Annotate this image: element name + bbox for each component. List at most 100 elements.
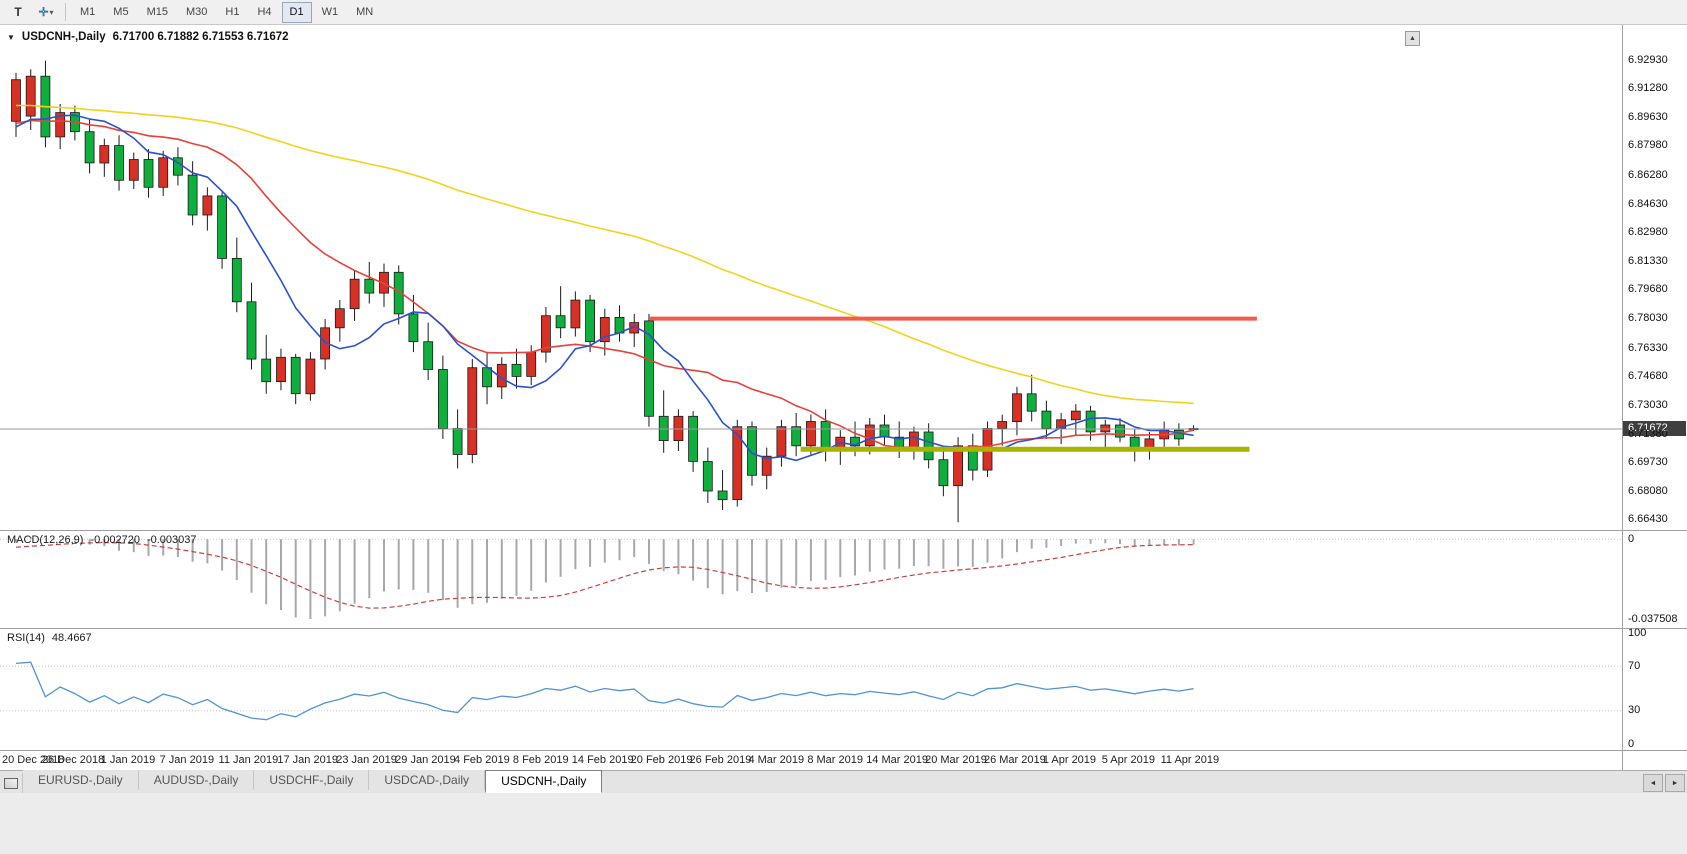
time-axis-label: 11 Jan 2019 — [218, 754, 279, 766]
price-axis-label: 6.89630 — [1628, 110, 1668, 123]
candlestick-canvas[interactable] — [0, 25, 1622, 530]
panel-separator[interactable] — [0, 628, 1687, 629]
price-axis-label: 6.87980 — [1628, 139, 1668, 152]
price-axis-label: 6.69730 — [1628, 456, 1668, 469]
rsi-axis-label: 70 — [1628, 659, 1641, 672]
time-axis-label: 29 Jan 2019 — [395, 754, 456, 766]
chart-window-background — [0, 25, 1687, 770]
time-axis-label: 8 Mar 2019 — [807, 754, 863, 766]
time-axis-label: 4 Mar 2019 — [748, 754, 805, 766]
rsi-axis-label: 100 — [1628, 626, 1647, 639]
timeframe-mn-button[interactable]: MN — [356, 6, 374, 18]
panel-separator — [0, 750, 1687, 751]
chart-menu-icon[interactable]: ▼ — [7, 32, 15, 42]
chevron-down-icon: ▾ — [49, 7, 54, 17]
current-price-badge: 6.71672 — [1623, 421, 1686, 437]
timeframe-d1-button[interactable]: D1 — [281, 1, 312, 23]
rsi-canvas[interactable] — [0, 628, 1622, 750]
pointer-tool-icon: T — [14, 5, 22, 19]
price-axis-label: 6.71380 — [1628, 427, 1668, 440]
chart-tab-bar: EURUSD-,Daily AUDUSD-,Daily USDCHF-,Daily U… — [0, 770, 1687, 793]
timeframe-m15-button[interactable]: M15 — [146, 6, 168, 18]
chart-ohlc-values: 6.71700 6.71882 6.71553 6.71672 — [112, 31, 289, 43]
tab-eurusd[interactable]: EURUSD-,Daily — [23, 770, 139, 790]
time-axis-label: 1 Apr 2019 — [1042, 754, 1097, 766]
price-axis-label: 6.73030 — [1628, 398, 1668, 411]
price-axis-label: 6.66430 — [1628, 513, 1668, 526]
macd-name: MACD(12,26,9) — [7, 534, 84, 546]
macd-value-main: -0.002720 — [90, 534, 140, 546]
price-axis-separator — [1622, 25, 1623, 770]
time-axis-label: 1 Jan 2019 — [100, 754, 156, 766]
draw-tool-button[interactable]: ✛ ▾ — [32, 1, 60, 23]
price-axis: 6.71672 6.92930 6.91280 6.89630 6.87980 6.86… — [1623, 25, 1687, 770]
macd-axis-min-label: -0.037508 — [1628, 612, 1678, 625]
time-axis-label: 20 Mar 2019 — [925, 754, 987, 766]
price-axis-label: 6.86280 — [1628, 168, 1668, 181]
time-axis-label: 7 Jan 2019 — [159, 754, 215, 766]
chart-title: ▼ USDCNH-,Daily 6.71700 6.71882 6.71553 … — [7, 31, 289, 43]
rsi-plot[interactable] — [0, 628, 1622, 750]
macd-plot[interactable] — [0, 530, 1622, 628]
price-axis-label: 6.81330 — [1628, 254, 1668, 267]
tab-scrollbar: ◄ ► — [1643, 774, 1685, 792]
tab-usdcnh[interactable]: USDCNH-,Daily — [485, 770, 603, 793]
timeframe-m30-button[interactable]: M30 — [185, 6, 208, 18]
tab-usdchf[interactable]: USDCHF-,Daily — [254, 770, 370, 790]
time-axis-label: 14 Mar 2019 — [866, 754, 928, 766]
time-axis-label: 20 Feb 2019 — [630, 754, 693, 766]
time-axis-label: 14 Feb 2019 — [571, 754, 634, 766]
time-axis-label: 26 Mar 2019 — [983, 754, 1046, 766]
macd-value-signal: -0.003037 — [146, 534, 197, 546]
price-axis-label: 6.84630 — [1628, 197, 1668, 210]
price-axis-label: 6.76330 — [1628, 341, 1668, 354]
draw-tool-icon: ✛ — [38, 5, 49, 19]
timeframe-m1-button[interactable]: M1 — [80, 6, 96, 18]
pointer-tool-button[interactable]: T — [4, 1, 32, 23]
status-area — [0, 793, 1687, 854]
tab-usdcad[interactable]: USDCAD-,Daily — [369, 770, 486, 790]
price-axis-label: 6.79680 — [1628, 283, 1668, 296]
time-axis-label: 8 Feb 2019 — [512, 754, 569, 766]
rsi-name: RSI(14) — [7, 632, 45, 644]
time-axis-label: 17 Jan 2019 — [277, 754, 338, 766]
timeframe-w1-button[interactable]: W1 — [321, 6, 339, 18]
time-axis-label: 23 Jan 2019 — [336, 754, 397, 766]
chart-tabs: EURUSD-,Daily AUDUSD-,Daily USDCHF-,Daily U… — [23, 770, 603, 793]
toolbar-separator — [65, 3, 66, 21]
price-axis-label: 6.92930 — [1628, 53, 1668, 66]
timeframe-m5-button[interactable]: M5 — [113, 6, 129, 18]
timeframe-h1-button[interactable]: H1 — [225, 6, 240, 18]
macd-axis-zero-label: 0 — [1628, 532, 1635, 545]
macd-indicator-label: MACD(12,26,9) -0.002720 -0.003037 — [7, 534, 197, 546]
price-axis-label: 6.78030 — [1628, 312, 1668, 325]
timeframe-h4-button[interactable]: H4 — [257, 6, 272, 18]
main-chart-plot[interactable] — [0, 25, 1622, 530]
tabs-scroll-right-button[interactable]: ► — [1665, 774, 1685, 792]
chart-symbol-label: USDCNH-,Daily — [21, 31, 106, 43]
price-axis-label: 6.74680 — [1628, 370, 1668, 383]
panel-separator[interactable] — [0, 530, 1687, 531]
timeframe-button-group: M1 M5 M15 M30 H1 H4 D1 W1 MN — [71, 1, 382, 23]
time-axis: 20 Dec 2018 26 Dec 2018 1 Jan 2019 7 Jan 20… — [0, 750, 1622, 770]
price-axis-label: 6.68080 — [1628, 484, 1668, 497]
chart-window-icon — [4, 777, 18, 789]
charts-list-icon[interactable] — [0, 773, 23, 793]
time-axis-label: 5 Apr 2019 — [1101, 754, 1155, 766]
chart-shift-marker[interactable]: ▲ — [1405, 31, 1420, 46]
time-axis-label: 4 Feb 2019 — [454, 754, 510, 766]
time-axis-label: 26 Dec 2018 — [41, 754, 105, 766]
time-axis-label: 20 Dec 2018 — [2, 754, 65, 766]
time-axis-label: 11 Apr 2019 — [1160, 754, 1220, 766]
time-axis-label: 26 Feb 2019 — [689, 754, 752, 766]
top-toolbar: T ✛ ▾ M1 M5 M15 M30 H1 H4 D1 W1 MN — [0, 0, 1687, 25]
tabs-scroll-left-button[interactable]: ◄ — [1643, 774, 1663, 792]
rsi-indicator-label: RSI(14) 48.4667 — [7, 632, 92, 644]
tab-audusd[interactable]: AUDUSD-,Daily — [138, 770, 255, 790]
rsi-axis-label: 0 — [1628, 737, 1635, 750]
rsi-axis-label: 30 — [1628, 704, 1641, 717]
rsi-value: 48.4667 — [51, 632, 92, 644]
price-axis-label: 6.91280 — [1628, 82, 1668, 95]
macd-canvas[interactable] — [0, 530, 1622, 628]
